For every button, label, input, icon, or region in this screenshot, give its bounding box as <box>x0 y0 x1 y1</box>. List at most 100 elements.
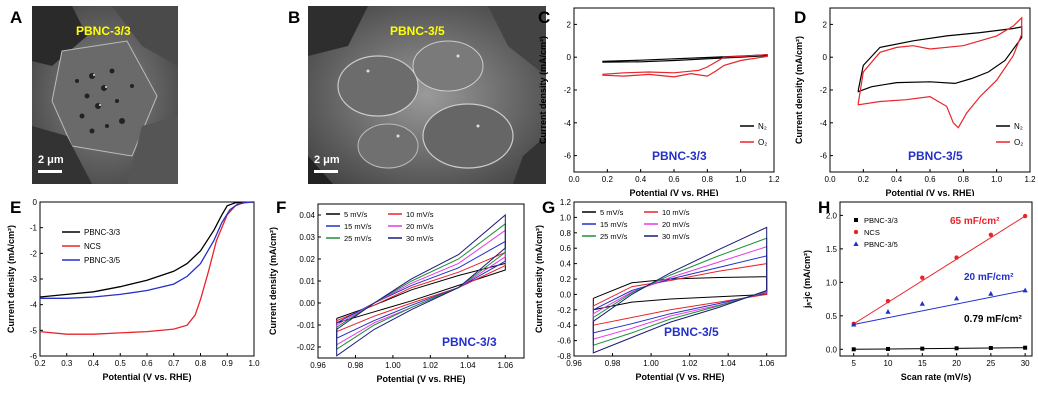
legend-label: 30 mV/s <box>662 232 690 241</box>
data-point <box>1022 213 1028 219</box>
series-loop <box>336 262 506 324</box>
x-axis-label: Potential (V vs. RHE) <box>376 374 465 384</box>
x-tick-label: 1.04 <box>720 359 736 368</box>
sem-image-pbnc-3-5: PBNC-3/5 2 μm <box>308 6 546 184</box>
series-line <box>40 201 255 299</box>
series-loop <box>336 213 506 357</box>
legend-label: NCS <box>864 228 880 237</box>
data-point <box>851 347 856 352</box>
data-point <box>1022 287 1028 293</box>
x-tick-label: 0.6 <box>141 359 153 368</box>
series-loop <box>592 237 768 346</box>
x-tick-label: 5 <box>851 359 856 368</box>
panel-d: D 0.0 0.2 0.4 0.6 0.8 1.0 1.2 2 0 -2 -4 -6 Potential… <box>788 0 1038 198</box>
panel-e: E 0.2 0.3 0.4 0.5 0.6 0.7 0.8 0.9 1.0 0 -1 -2 -3 -4 -5… <box>0 196 262 394</box>
x-tick-label: 0.8 <box>702 175 714 184</box>
sample-annotation: PBNC-3/5 <box>664 325 719 339</box>
y-axis-label: Current density (mA/cm²) <box>794 36 804 144</box>
y-tick-label: -1 <box>30 224 38 233</box>
x-tick-label: 0.6 <box>668 175 680 184</box>
legend-label: PBNC-3/3 <box>864 216 898 225</box>
fit-line <box>853 215 1026 325</box>
x-axis-label: Scan rate (mV/s) <box>901 372 972 382</box>
series-loop <box>592 246 768 340</box>
y-tick-label: 2.0 <box>826 211 838 220</box>
x-axis-label: Potential (V vs. RHE) <box>102 372 191 382</box>
y-tick-label: -2 <box>30 249 38 258</box>
x-tick-label: 1.02 <box>682 359 698 368</box>
x-tick-label: 1.2 <box>1024 175 1036 184</box>
panel-letter-f: F <box>276 198 287 217</box>
series-loop <box>336 251 506 333</box>
scale-bar-b <box>314 170 338 173</box>
chart-f: 0.96 0.98 1.00 1.02 1.04 1.06 0.04 0.03 0.02 0.01… <box>268 203 525 384</box>
x-tick-label: 1.0 <box>248 359 260 368</box>
legend-label: 10 mV/s <box>406 210 434 219</box>
sem-image-pbnc-3-3: PBNC-3/3 2 μm <box>32 6 178 184</box>
x-tick-label: 25 <box>986 359 995 368</box>
legend-label: N₂ <box>1014 122 1023 131</box>
x-tick-label: 0.0 <box>568 175 580 184</box>
capacitance-annotation: 65 mF/cm² <box>950 216 1000 227</box>
y-tick-label: 0.0 <box>560 290 572 299</box>
y-tick-label: 0 <box>823 53 828 62</box>
panel-letter-d: D <box>794 8 807 27</box>
data-point <box>920 275 925 280</box>
y-tick-label: -4 <box>30 301 38 310</box>
series-line <box>39 201 255 335</box>
panel-letter-e: E <box>10 198 22 217</box>
y-tick-label: -0.4 <box>557 321 571 330</box>
data-point <box>886 346 890 351</box>
y-tick-label: 0.8 <box>560 229 572 238</box>
data-point <box>885 298 891 304</box>
sample-annotation: PBNC-3/3 <box>652 149 707 163</box>
legend-label: PBNC-3/3 <box>84 228 121 237</box>
y-tick-label: 0.2 <box>560 275 572 284</box>
chart-g: 0.96 0.98 1.00 1.02 1.04 1.06 1.2 1.0 0.8 0.6 0.4 0… <box>534 198 787 382</box>
y-tick-label: -0.8 <box>557 352 571 361</box>
data-point <box>919 300 925 306</box>
y-tick-label: -6 <box>564 152 572 161</box>
panel-c: C 0.0 0.2 0.4 0.6 0.8 1.0 1.2 2 0 -2 -4 -6 Potential… <box>532 0 782 198</box>
legend-label: NCS <box>84 242 101 251</box>
legend-label: 10 mV/s <box>662 208 690 217</box>
series-line <box>857 16 1023 129</box>
data-point <box>988 232 994 238</box>
y-tick-label: 0.00 <box>299 299 315 308</box>
x-tick-label: 10 <box>884 359 893 368</box>
y-tick-label: 2 <box>823 20 828 29</box>
y-axis-label: jₐ-jc (mA/cm²) <box>802 250 812 309</box>
y-tick-label: -0.01 <box>297 321 316 330</box>
legend-label: 15 mV/s <box>344 222 372 231</box>
x-tick-label: 1.00 <box>643 359 659 368</box>
x-tick-label: 1.06 <box>759 359 775 368</box>
legend-label: 30 mV/s <box>406 234 434 243</box>
series-loop <box>592 226 768 354</box>
series-line <box>602 54 768 78</box>
legend-label: 20 mV/s <box>662 220 690 229</box>
panel-a: A PBNC-3/3 2 μm <box>0 0 180 190</box>
x-tick-label: 1.00 <box>385 361 401 370</box>
x-tick-label: 0.4 <box>635 175 647 184</box>
panel-letter-c: C <box>538 8 551 27</box>
y-tick-label: 0.0 <box>826 345 838 354</box>
sample-annotation: PBNC-3/3 <box>442 335 497 349</box>
sample-label-a: PBNC-3/3 <box>76 24 131 38</box>
y-axis-label: Current density (mA/cm²) <box>534 225 544 333</box>
panel-letter-g: G <box>542 198 556 217</box>
y-tick-label: 1.5 <box>826 245 838 254</box>
x-tick-label: 0.8 <box>958 175 970 184</box>
x-tick-label: 1.06 <box>497 361 513 370</box>
panel-letter-h: H <box>818 198 831 217</box>
panel-g: G 0.96 0.98 1.00 1.02 1.04 1.06 1.2 1.0 0.8 0.6 0.… <box>532 196 794 394</box>
x-tick-label: 0.4 <box>891 175 903 184</box>
y-tick-label: 0.02 <box>299 255 315 264</box>
x-tick-label: 0.98 <box>348 361 364 370</box>
data-point <box>988 345 993 350</box>
legend-label: N₂ <box>758 122 767 131</box>
y-tick-label: -4 <box>564 119 572 128</box>
data-point <box>851 321 857 327</box>
y-tick-label: -0.6 <box>557 337 571 346</box>
x-tick-label: 1.02 <box>423 361 439 370</box>
x-tick-label: 1.2 <box>768 175 780 184</box>
